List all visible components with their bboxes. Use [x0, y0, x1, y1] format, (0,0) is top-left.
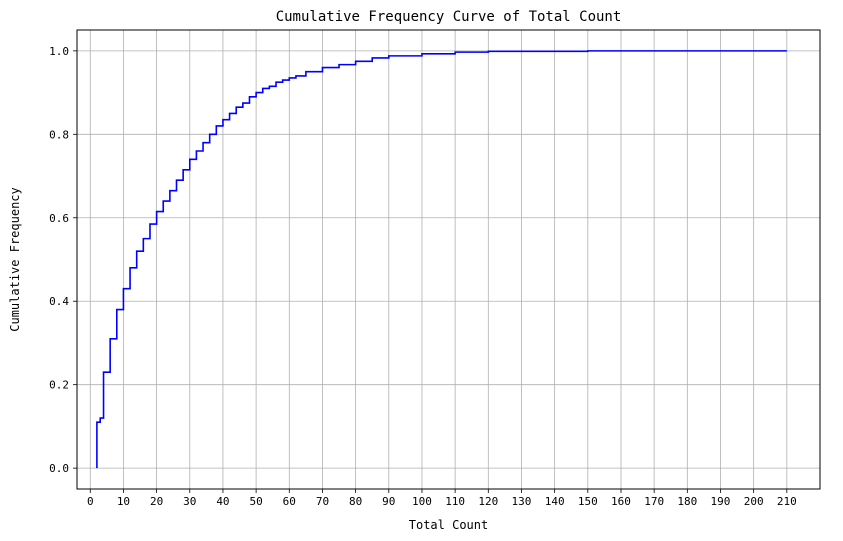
y-axis-label: Cumulative Frequency [8, 187, 22, 332]
x-tick-label: 30 [183, 495, 196, 508]
x-tick-label: 190 [711, 495, 731, 508]
x-tick-label: 130 [512, 495, 532, 508]
cumulative-frequency-curve [96, 50, 787, 469]
x-tick-label: 160 [611, 495, 631, 508]
x-tick-label: 80 [349, 495, 362, 508]
x-tick-label: 0 [87, 495, 94, 508]
x-tick-label: 90 [382, 495, 395, 508]
x-tick-label: 150 [578, 495, 598, 508]
x-tick-label: 60 [283, 495, 296, 508]
chart-title: Cumulative Frequency Curve of Total Coun… [276, 9, 622, 25]
x-tick-label: 10 [117, 495, 130, 508]
y-tick-label: 1.0 [49, 45, 69, 58]
x-axis-label: Total Count [409, 518, 488, 532]
x-tick-label: 120 [478, 495, 498, 508]
y-tick-label: 0.4 [49, 295, 69, 308]
y-tick-label: 0.0 [49, 462, 69, 475]
y-tick-label: 0.2 [49, 379, 69, 392]
x-tick-label: 40 [216, 495, 229, 508]
y-tick-label: 0.6 [49, 212, 69, 225]
x-tick-label: 210 [777, 495, 797, 508]
x-tick-label: 170 [644, 495, 664, 508]
x-tick-label: 100 [412, 495, 432, 508]
x-tick-label: 110 [445, 495, 465, 508]
x-tick-label: 20 [150, 495, 163, 508]
tick-layer: 0 10 20 30 40 50 60 70 80 90 100 110 120 130 140 150 160… [49, 45, 797, 508]
x-tick-label: 140 [545, 495, 565, 508]
grid-layer [77, 30, 820, 489]
x-tick-label: 70 [316, 495, 329, 508]
x-tick-label: 50 [249, 495, 262, 508]
x-tick-label: 200 [744, 495, 764, 508]
x-tick-label: 180 [677, 495, 697, 508]
plot-frame [76, 29, 821, 490]
curve-layer [96, 50, 787, 469]
y-tick-label: 0.8 [49, 128, 69, 141]
